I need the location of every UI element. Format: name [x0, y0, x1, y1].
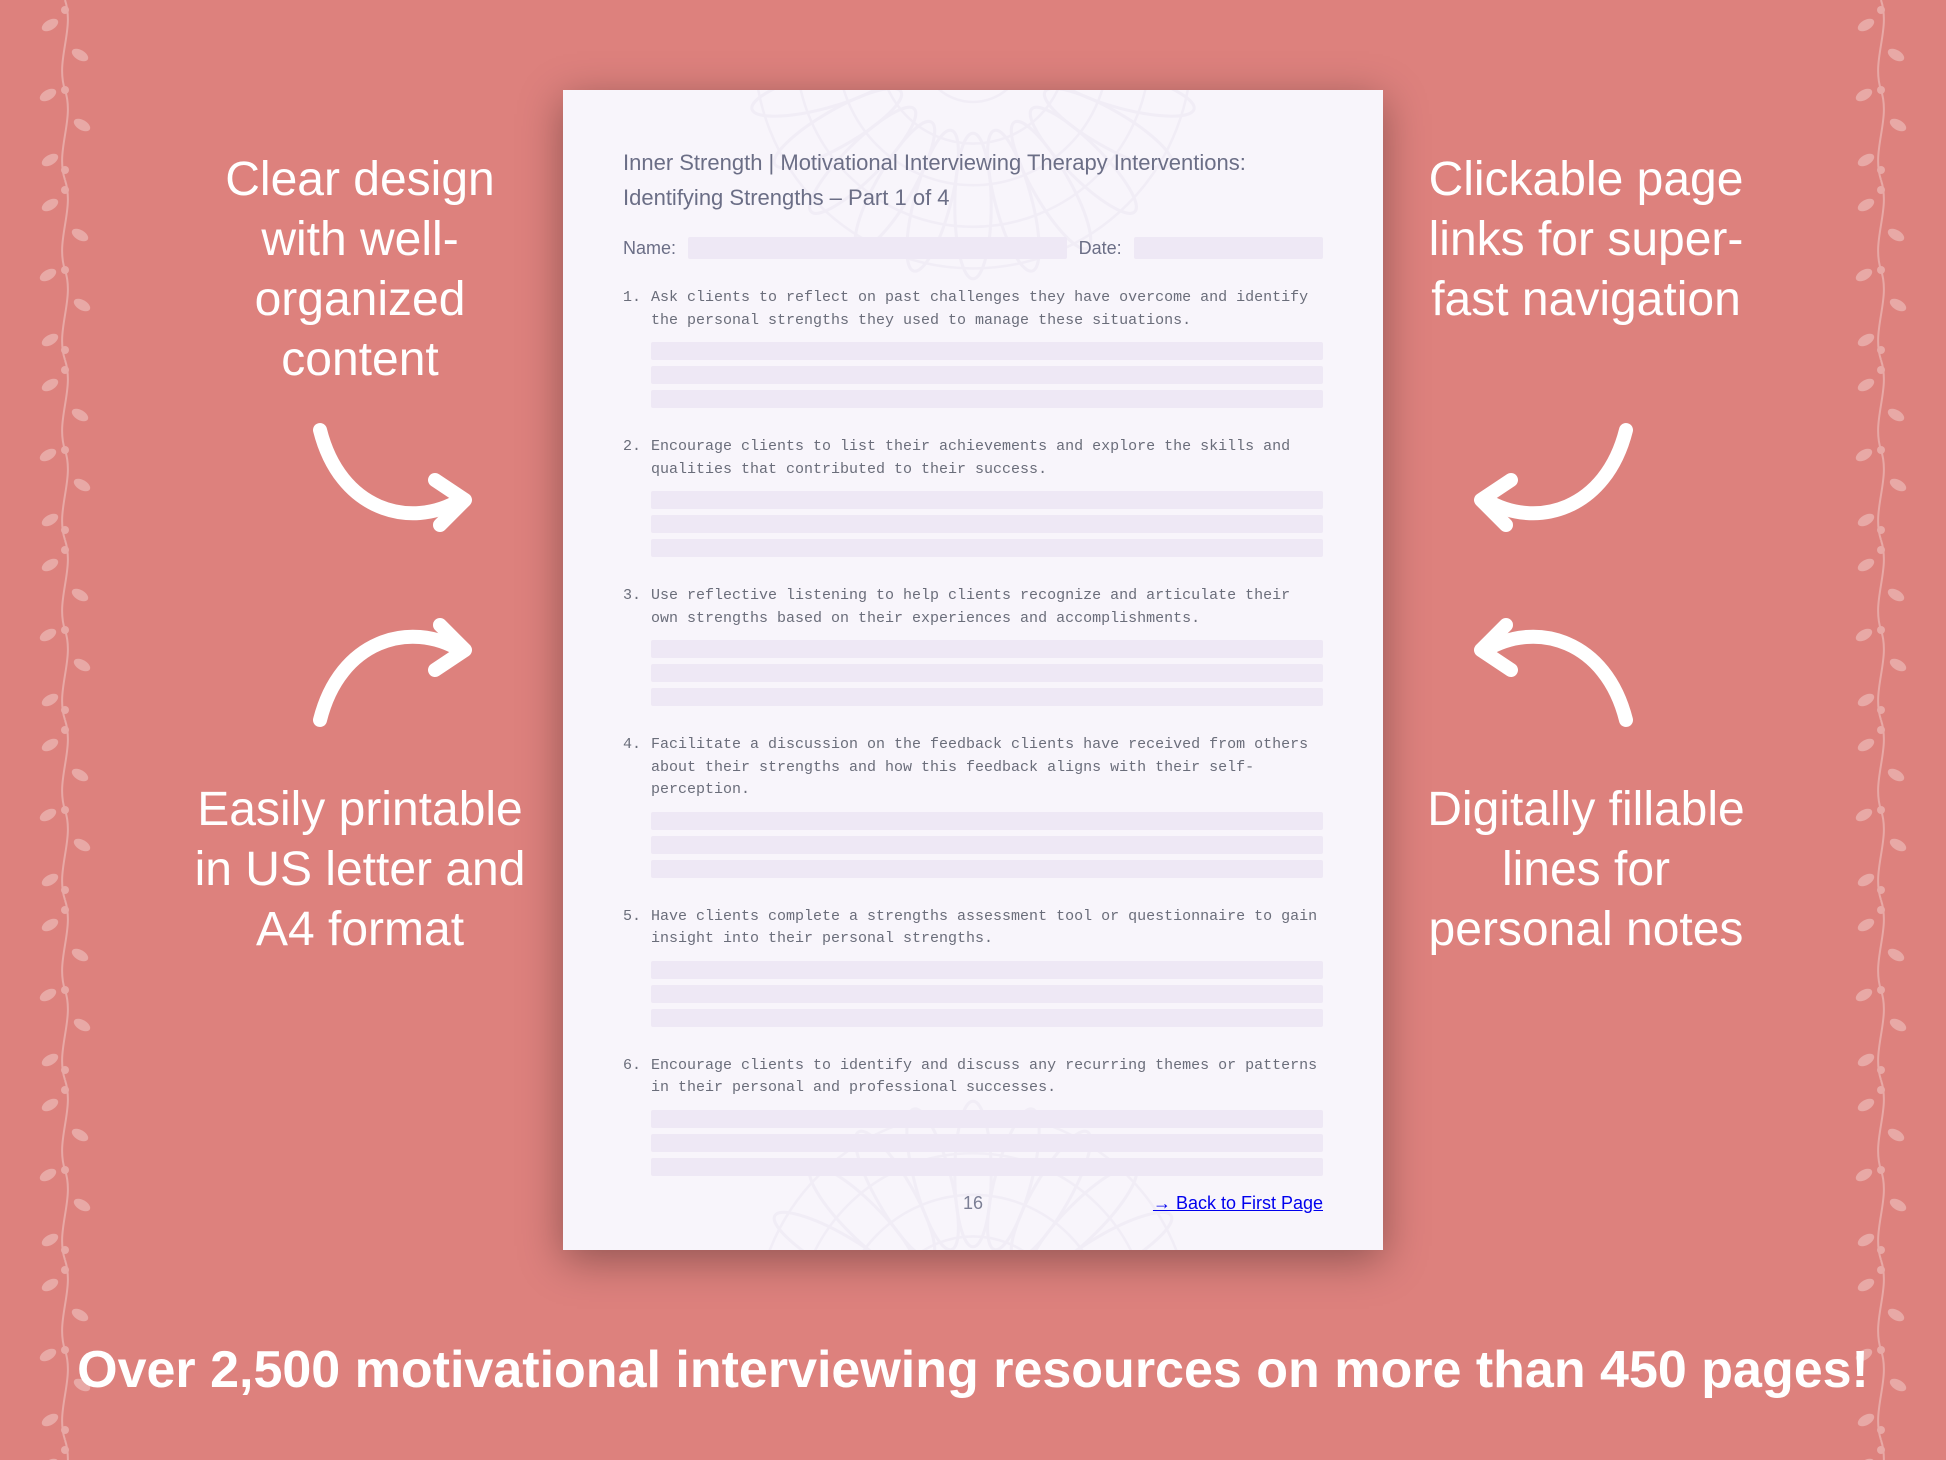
page-number: 16	[963, 1193, 983, 1214]
worksheet-item: Encourage clients to list their achievem…	[623, 436, 1323, 557]
callout-top-right: Clickable page links for super-fast navi…	[1406, 150, 1766, 330]
fillable-lines[interactable]	[651, 812, 1323, 878]
callout-bottom-right: Digitally fillable lines for personal no…	[1406, 780, 1766, 960]
arrow-top-left	[300, 410, 480, 550]
fillable-line[interactable]	[651, 491, 1323, 509]
fillable-line[interactable]	[651, 640, 1323, 658]
floral-border-left	[20, 0, 110, 1460]
fillable-line[interactable]	[651, 1134, 1323, 1152]
fillable-line[interactable]	[651, 1158, 1323, 1176]
arrow-top-right	[1466, 410, 1646, 550]
document-title-line2: Identifying Strengths – Part 1 of 4	[623, 185, 950, 210]
worksheet-item-text: Use reflective listening to help clients…	[651, 585, 1323, 630]
document-meta-row: Name: Date:	[623, 237, 1323, 259]
date-label: Date:	[1079, 238, 1122, 259]
fillable-line[interactable]	[651, 664, 1323, 682]
worksheet-item: Facilitate a discussion on the feedback …	[623, 734, 1323, 878]
fillable-lines[interactable]	[651, 961, 1323, 1027]
worksheet-item-text: Facilitate a discussion on the feedback …	[651, 734, 1323, 802]
bottom-banner: Over 2,500 motivational interviewing res…	[0, 1340, 1946, 1400]
fillable-line[interactable]	[651, 836, 1323, 854]
fillable-lines[interactable]	[651, 640, 1323, 706]
document-title: Inner Strength | Motivational Interviewi…	[623, 145, 1323, 215]
fillable-line[interactable]	[651, 515, 1323, 533]
worksheet-item: Encourage clients to identify and discus…	[623, 1055, 1323, 1176]
fillable-line[interactable]	[651, 1009, 1323, 1027]
worksheet-item-text: Ask clients to reflect on past challenge…	[651, 287, 1323, 332]
worksheet-item-text: Encourage clients to identify and discus…	[651, 1055, 1323, 1100]
document-footer: 16 → Back to First Page	[623, 1193, 1323, 1214]
worksheet-item: Ask clients to reflect on past challenge…	[623, 287, 1323, 408]
fillable-line[interactable]	[651, 366, 1323, 384]
fillable-line[interactable]	[651, 390, 1323, 408]
worksheet-item: Have clients complete a strengths assess…	[623, 906, 1323, 1027]
fillable-lines[interactable]	[651, 491, 1323, 557]
name-label: Name:	[623, 238, 676, 259]
worksheet-item-text: Encourage clients to list their achievem…	[651, 436, 1323, 481]
fillable-line[interactable]	[651, 961, 1323, 979]
document-preview: Inner Strength | Motivational Interviewi…	[563, 90, 1383, 1250]
fillable-line[interactable]	[651, 342, 1323, 360]
arrow-bottom-left	[300, 600, 480, 740]
date-field[interactable]	[1134, 237, 1323, 259]
fillable-line[interactable]	[651, 985, 1323, 1003]
fillable-line[interactable]	[651, 812, 1323, 830]
back-to-first-page-link[interactable]: → Back to First Page	[1153, 1193, 1323, 1214]
name-field[interactable]	[688, 237, 1067, 259]
fillable-line[interactable]	[651, 688, 1323, 706]
arrow-bottom-right	[1466, 600, 1646, 740]
worksheet-item: Use reflective listening to help clients…	[623, 585, 1323, 706]
document-title-line1: Inner Strength | Motivational Interviewi…	[623, 150, 1246, 175]
callout-bottom-left: Easily printable in US letter and A4 for…	[180, 780, 540, 960]
floral-border-right	[1836, 0, 1926, 1460]
fillable-lines[interactable]	[651, 342, 1323, 408]
fillable-lines[interactable]	[651, 1110, 1323, 1176]
callout-top-left: Clear design with well-organized content	[180, 150, 540, 390]
worksheet-item-text: Have clients complete a strengths assess…	[651, 906, 1323, 951]
fillable-line[interactable]	[651, 1110, 1323, 1128]
fillable-line[interactable]	[651, 539, 1323, 557]
fillable-line[interactable]	[651, 860, 1323, 878]
worksheet-items: Ask clients to reflect on past challenge…	[623, 287, 1323, 1176]
